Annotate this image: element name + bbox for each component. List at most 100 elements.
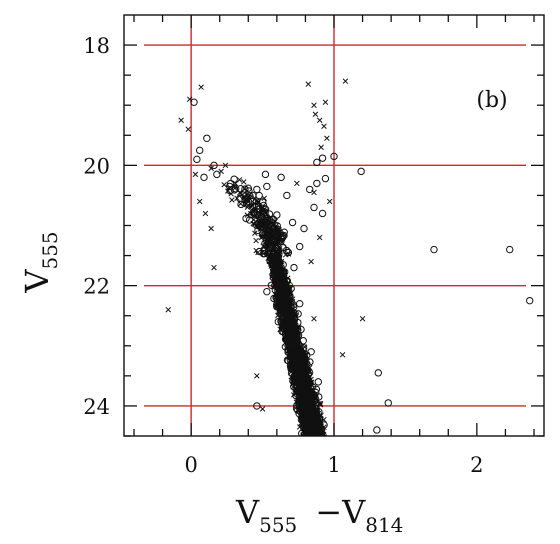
cross-point xyxy=(316,440,321,445)
circle-point xyxy=(310,437,316,443)
circle-point xyxy=(314,378,322,386)
circle-point xyxy=(261,205,270,214)
circle-point xyxy=(310,203,318,212)
y-tick-label: 22 xyxy=(83,275,110,299)
cross-point xyxy=(303,400,310,406)
cross-point xyxy=(317,440,322,445)
circle-point xyxy=(304,386,313,394)
circle-point xyxy=(296,299,304,308)
circle-point xyxy=(307,439,313,445)
cross-point xyxy=(319,442,324,447)
circle-point xyxy=(280,294,288,303)
circle-point xyxy=(288,218,297,227)
cross-point xyxy=(299,383,305,390)
circle-point xyxy=(315,439,321,445)
cross-point xyxy=(317,439,322,444)
circle-point xyxy=(293,345,302,354)
circle-point xyxy=(283,191,291,200)
circle-point xyxy=(305,438,311,444)
cross-point xyxy=(326,198,333,205)
circle-point xyxy=(312,443,318,449)
circle-point xyxy=(308,437,314,443)
circle-point xyxy=(306,185,314,194)
circle-point xyxy=(311,430,319,436)
circle-point xyxy=(308,442,314,448)
cross-point xyxy=(306,440,311,445)
circle-point xyxy=(308,437,314,443)
cross-point xyxy=(307,435,312,436)
cross-point xyxy=(306,412,312,418)
circle-point xyxy=(274,318,282,326)
cross-point xyxy=(283,307,289,314)
y-tick-label: 20 xyxy=(83,154,110,178)
cross-point xyxy=(253,237,259,244)
cross-point xyxy=(317,444,322,449)
cross-point xyxy=(323,442,328,447)
cross-point xyxy=(308,441,313,446)
circle-point xyxy=(304,390,313,399)
circle-point xyxy=(313,437,319,443)
circle-point xyxy=(253,211,262,219)
cross-point xyxy=(310,437,315,442)
cross-point xyxy=(321,416,327,423)
circle-point xyxy=(226,182,234,191)
cross-point xyxy=(311,440,316,445)
cross-point xyxy=(208,225,214,232)
cross-point xyxy=(269,222,276,228)
circle-point xyxy=(263,287,271,296)
circle-point xyxy=(263,182,271,191)
cross-point xyxy=(311,437,316,442)
circle-point xyxy=(314,441,320,447)
circle-point xyxy=(321,435,325,436)
cross-point xyxy=(324,441,329,446)
cross-point xyxy=(308,420,314,427)
cross-point xyxy=(318,440,323,445)
circle-point xyxy=(281,301,290,309)
circle-point xyxy=(316,444,322,450)
cross-point xyxy=(312,436,317,441)
cross-point xyxy=(314,442,319,447)
cross-point xyxy=(312,443,317,448)
tick-labels: 0 1 2 18 20 22 24 xyxy=(83,34,483,477)
cross-point xyxy=(311,102,317,108)
circle-point xyxy=(290,326,299,334)
circle-point xyxy=(310,444,316,450)
cross-point xyxy=(308,258,314,265)
circle-point xyxy=(200,173,208,182)
cross-point xyxy=(311,438,316,443)
cross-point xyxy=(314,444,319,449)
circle-point xyxy=(310,440,316,446)
cross-point xyxy=(308,444,313,449)
circle-point xyxy=(292,355,300,364)
circle-point xyxy=(316,439,322,445)
circle-point xyxy=(309,443,315,449)
circle-point xyxy=(293,370,302,378)
cross-point xyxy=(277,287,284,294)
cross-point xyxy=(252,230,258,236)
cross-point xyxy=(319,445,324,450)
cross-point xyxy=(310,435,316,436)
x-axis-title-sep: −V xyxy=(315,493,366,531)
cross-point xyxy=(313,437,318,442)
y-tick-label: 18 xyxy=(83,34,110,58)
circle-point xyxy=(313,179,321,188)
cross-point xyxy=(265,240,272,247)
cross-point xyxy=(319,439,324,444)
cross-point xyxy=(317,446,322,451)
cross-point xyxy=(319,441,324,446)
cross-point xyxy=(271,278,278,285)
circle-point xyxy=(318,154,327,162)
circle-point xyxy=(311,437,317,443)
cross-point xyxy=(259,406,266,412)
circle-point xyxy=(303,415,311,424)
data-points xyxy=(165,78,534,451)
circle-point xyxy=(315,442,321,448)
cross-point xyxy=(314,443,319,448)
cross-point xyxy=(240,194,247,200)
circle-point xyxy=(261,170,270,179)
circle-point xyxy=(312,438,318,444)
circle-point xyxy=(316,443,322,449)
cross-point xyxy=(296,424,303,430)
x-axis-title-sub2: 814 xyxy=(365,513,403,537)
cross-point xyxy=(308,443,313,448)
